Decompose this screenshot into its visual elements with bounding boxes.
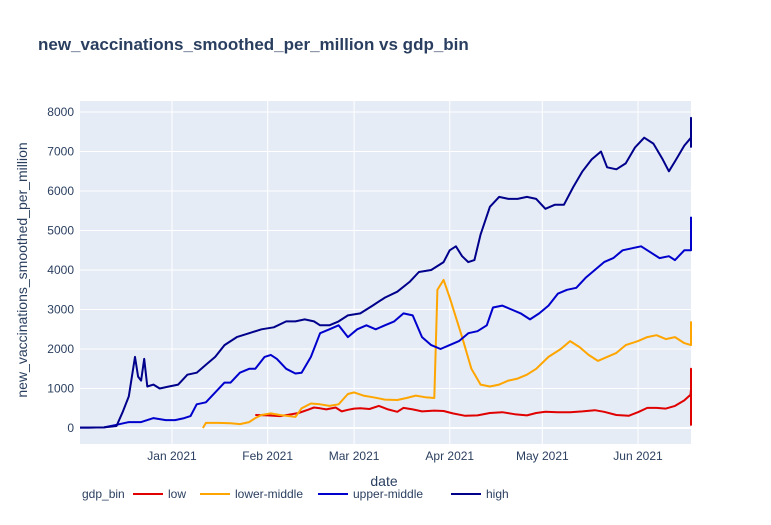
y-tick-label: 7000 <box>47 145 74 159</box>
legend-label-high: high <box>486 487 509 501</box>
series-line-upper-middle <box>80 216 692 429</box>
x-tick-label: May 2021 <box>516 449 569 463</box>
x-tick-label: Jan 2021 <box>147 449 197 463</box>
series-line-low <box>255 367 692 426</box>
x-tick-label: Feb 2021 <box>242 449 293 463</box>
y-tick-label: 4000 <box>47 263 74 277</box>
chart-title: new_vaccinations_smoothed_per_million vs… <box>38 35 469 54</box>
y-axis-label: new_vaccinations_smoothed_per_million <box>14 142 30 397</box>
legend-label-upper-middle: upper-middle <box>353 487 423 501</box>
x-axis-label: date <box>370 473 397 489</box>
plot-area <box>80 101 691 444</box>
y-tick-label: 5000 <box>47 224 74 238</box>
x-tick-label: Jun 2021 <box>613 449 663 463</box>
grid <box>80 101 691 444</box>
y-tick-label: 2000 <box>47 342 74 356</box>
y-tick-label: 3000 <box>47 303 74 317</box>
series-layer <box>80 116 692 429</box>
x-tick-label: Mar 2021 <box>329 449 380 463</box>
legend-label-lower-middle: lower-middle <box>235 487 303 501</box>
legend: gdp_bin low lower-middle upper-middle high <box>82 487 509 501</box>
x-axis-ticks: Jan 2021 Feb 2021 Mar 2021 Apr 2021 May 2021… <box>147 449 663 463</box>
legend-title: gdp_bin <box>82 487 125 501</box>
legend-label-low: low <box>168 487 186 501</box>
series-line-high <box>80 116 692 429</box>
y-axis-ticks: 0 1000 2000 3000 4000 5000 6000 7000 8000 <box>47 105 74 435</box>
y-tick-label: 1000 <box>47 382 74 396</box>
series-line-lower-middle <box>202 278 692 429</box>
x-tick-label: Apr 2021 <box>425 449 474 463</box>
y-tick-label: 0 <box>67 421 74 435</box>
y-tick-label: 6000 <box>47 184 74 198</box>
y-tick-label: 8000 <box>47 105 74 119</box>
